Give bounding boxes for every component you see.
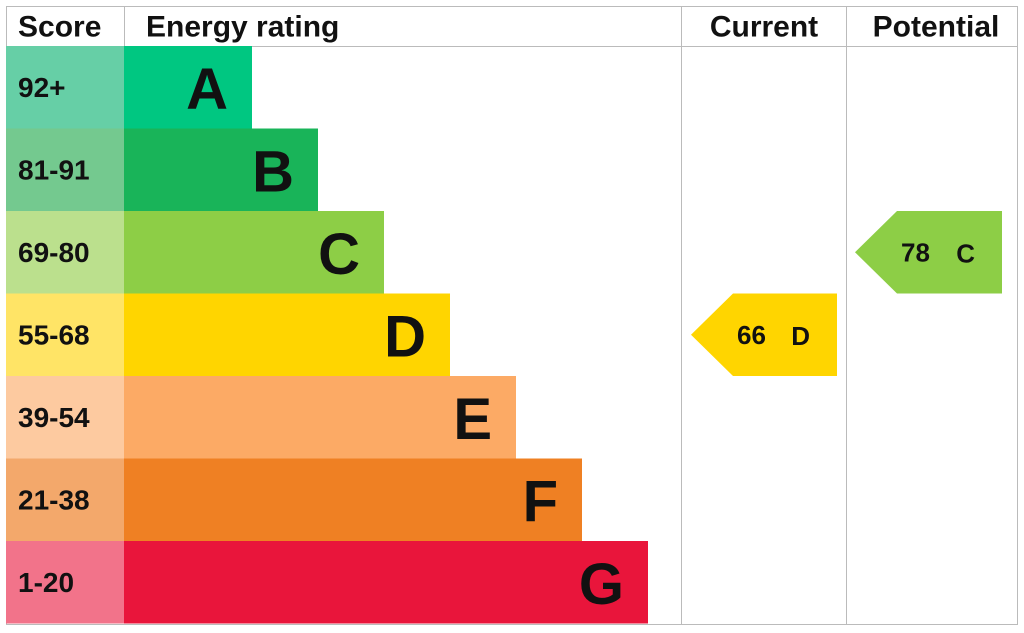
- score-range: 55-68: [18, 319, 90, 350]
- current-value: 66: [737, 320, 766, 350]
- rating-bar: [124, 541, 648, 624]
- rating-letter: E: [453, 387, 492, 452]
- score-range: 39-54: [18, 402, 90, 433]
- rating-letter: A: [186, 57, 228, 122]
- rating-header: Energy rating: [146, 11, 339, 44]
- score-cell: [6, 458, 124, 541]
- score-range: 1-20: [18, 567, 74, 598]
- score-range: 81-91: [18, 154, 90, 185]
- score-cell: [6, 541, 124, 624]
- score-cell: [6, 293, 124, 376]
- rating-letter: G: [579, 552, 624, 617]
- rating-bar: [124, 128, 318, 211]
- rating-bar: [124, 211, 384, 294]
- rating-letter: C: [318, 222, 360, 287]
- score-cell: [6, 211, 124, 294]
- score-cell: [6, 46, 124, 129]
- score-cell: [6, 376, 124, 459]
- current-letter: D: [791, 321, 810, 351]
- rating-letter: D: [384, 304, 426, 369]
- potential-value: 78: [901, 237, 930, 267]
- score-range: 21-38: [18, 484, 90, 515]
- score-cell: [6, 128, 124, 211]
- current-header: Current: [710, 11, 818, 44]
- rating-letter: F: [523, 469, 558, 534]
- rating-bar: [124, 458, 582, 541]
- potential-arrow: [855, 211, 1002, 294]
- score-range: 69-80: [18, 237, 90, 268]
- potential-letter: C: [956, 238, 975, 268]
- current-arrow: [691, 293, 837, 376]
- rating-letter: B: [252, 139, 294, 204]
- score-header: Score: [18, 11, 101, 44]
- score-range: 92+: [18, 72, 66, 103]
- potential-header: Potential: [873, 11, 1000, 44]
- rating-bar: [124, 46, 252, 129]
- rating-bar: [124, 376, 516, 459]
- rating-bar: [124, 293, 450, 376]
